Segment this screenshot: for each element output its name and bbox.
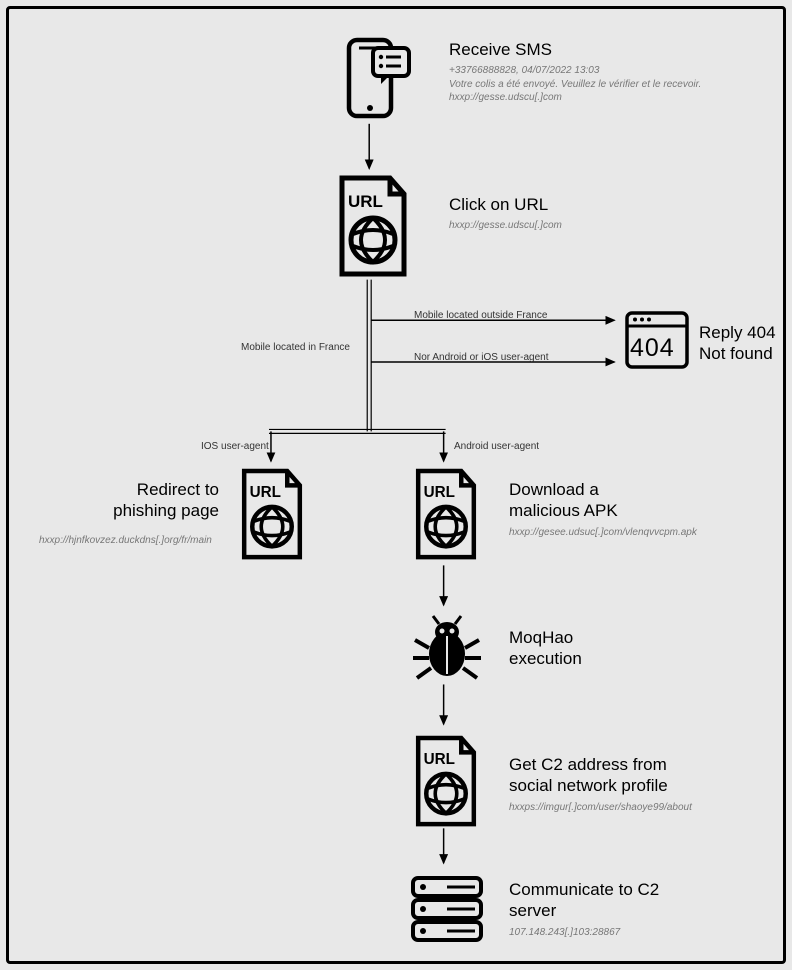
label-in-france: Mobile located in France bbox=[241, 342, 350, 353]
node-404: 404 bbox=[624, 310, 690, 370]
server-icon bbox=[407, 874, 487, 944]
node-phish: URL bbox=[237, 467, 307, 562]
c2comm-title: Communicate to C2 server bbox=[509, 879, 769, 922]
svg-text:404: 404 bbox=[630, 334, 675, 362]
node-c2addr-text: Get C2 address from social network profi… bbox=[509, 754, 769, 814]
browser-404-icon: 404 bbox=[624, 310, 690, 370]
moqhao-title: MoqHao execution bbox=[509, 627, 709, 670]
node-apk-text: Download a malicious APK hxxp://gesee.ud… bbox=[509, 479, 769, 539]
node-moqhao-text: MoqHao execution bbox=[509, 627, 709, 670]
node-c2addr: URL bbox=[411, 734, 481, 829]
label-outside-france: Mobile located outside France bbox=[414, 310, 547, 321]
node-404-text: Reply 404 Not found bbox=[699, 322, 789, 365]
diagram-frame: Receive SMS +33766888828, 04/07/2022 13:… bbox=[6, 6, 786, 964]
svg-text:URL: URL bbox=[424, 751, 455, 768]
label-ios: IOS user-agent bbox=[201, 441, 269, 452]
svg-text:URL: URL bbox=[424, 484, 455, 501]
node-sms-text: Receive SMS +33766888828, 04/07/2022 13:… bbox=[449, 39, 759, 105]
bug-icon bbox=[411, 614, 483, 686]
c2addr-title: Get C2 address from social network profi… bbox=[509, 754, 769, 797]
notfound-title: Reply 404 Not found bbox=[699, 322, 789, 365]
c2addr-detail: hxxps://imgur[.]com/user/shaoye99/about bbox=[509, 801, 769, 815]
svg-text:URL: URL bbox=[250, 484, 281, 501]
apk-detail: hxxp://gesee.udsuc[.]com/vlenqvvcpm.apk bbox=[509, 526, 769, 540]
phish-title: Redirect to phishing page bbox=[39, 479, 219, 522]
phish-detail: hxxp://hjnfkovzez.duckdns[.]org/fr/main bbox=[39, 534, 229, 548]
click-detail: hxxp://gesse.udscu[.]com bbox=[449, 219, 709, 233]
node-moqhao bbox=[411, 614, 483, 686]
label-android: Android user-agent bbox=[454, 441, 539, 452]
node-c2comm bbox=[407, 874, 487, 944]
node-sms bbox=[329, 34, 419, 122]
svg-text:URL: URL bbox=[348, 192, 383, 211]
node-apk: URL bbox=[411, 467, 481, 562]
url-file-icon-4: URL bbox=[411, 734, 481, 829]
node-c2comm-text: Communicate to C2 server 107.148.243[.]1… bbox=[509, 879, 769, 939]
url-file-icon: URL bbox=[334, 174, 412, 279]
node-click: URL bbox=[334, 174, 412, 279]
label-no-agent: Nor Android or iOS user-agent bbox=[414, 352, 549, 363]
apk-title: Download a malicious APK bbox=[509, 479, 769, 522]
sms-detail: +33766888828, 04/07/2022 13:03 Votre col… bbox=[449, 64, 759, 105]
click-title: Click on URL bbox=[449, 194, 709, 215]
sms-icon bbox=[329, 34, 419, 122]
url-file-icon-3: URL bbox=[411, 467, 481, 562]
node-click-text: Click on URL hxxp://gesse.udscu[.]com bbox=[449, 194, 709, 233]
url-file-icon-2: URL bbox=[237, 467, 307, 562]
sms-title: Receive SMS bbox=[449, 39, 759, 60]
node-phish-text: Redirect to phishing page hxxp://hjnfkov… bbox=[39, 479, 229, 547]
c2comm-detail: 107.148.243[.]103:28867 bbox=[509, 926, 769, 940]
